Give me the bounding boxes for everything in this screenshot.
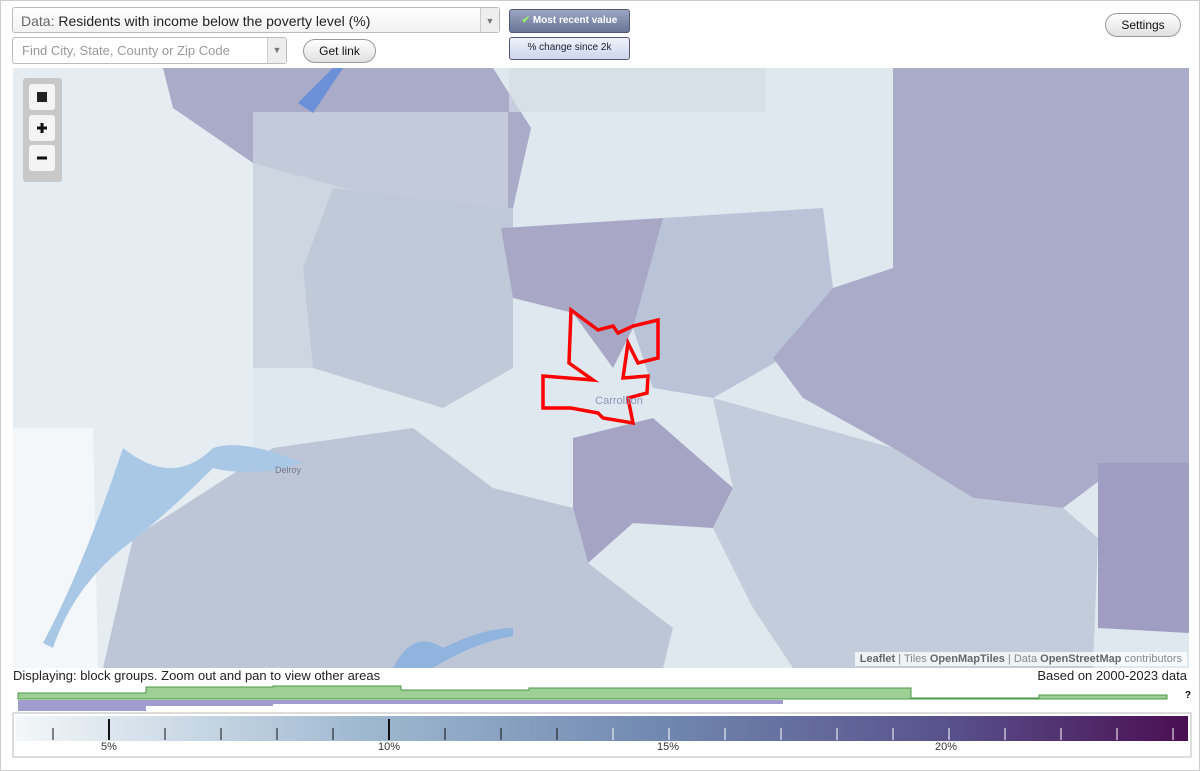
- attribution-text: |: [898, 653, 902, 665]
- fullscreen-icon: [37, 92, 47, 102]
- water: [43, 445, 303, 648]
- legend-gradient: [16, 716, 1188, 741]
- data-value: Residents with income below the poverty …: [58, 13, 371, 29]
- get-link-button[interactable]: Get link: [303, 39, 376, 63]
- help-icon[interactable]: ?: [1185, 690, 1191, 701]
- attribution: Leaflet | Tiles OpenMapTiles | Data Open…: [854, 652, 1187, 666]
- map-region: [509, 68, 765, 112]
- dropdown-arrow: ▼: [267, 38, 286, 63]
- selected-boundary: [541, 306, 660, 426]
- displaying-text: Displaying: block groups. Zoom out and p…: [13, 668, 381, 683]
- attribution-text: |: [1007, 653, 1011, 665]
- map-region: [13, 428, 98, 668]
- legend-ticks: [52, 719, 1174, 740]
- zoom-control: [23, 78, 62, 182]
- attribution-link[interactable]: Leaflet: [859, 653, 896, 665]
- map-region: [573, 418, 733, 563]
- check-icon: ✔: [521, 15, 531, 26]
- map-region: [501, 218, 673, 368]
- legend: ?: [12, 685, 1192, 758]
- map-region: [1098, 463, 1189, 633]
- data-select[interactable]: Data: Residents with income below the po…: [12, 7, 500, 33]
- data-label: Data:: [21, 13, 55, 29]
- attribution-link[interactable]: OpenMapTiles: [929, 653, 1005, 665]
- most-recent-toggle[interactable]: ✔ Most recent value: [509, 9, 630, 33]
- attribution-link[interactable]: OpenStreetMap: [1040, 653, 1122, 665]
- zoom-in-icon: [37, 123, 47, 133]
- based-on-text: Based on 2000-2023 data: [1037, 668, 1187, 683]
- histogram-current: [17, 685, 1168, 700]
- map-region: [103, 428, 673, 668]
- map[interactable]: Carrollton Delroy: [13, 68, 1189, 668]
- water: [393, 628, 513, 668]
- search-input[interactable]: Find City, State, County or Zip Code ▼: [12, 37, 287, 64]
- map-region: [773, 68, 1189, 508]
- place-label: Carrollton: [595, 395, 643, 407]
- map-region: [303, 188, 513, 408]
- search-placeholder: Find City, State, County or Zip Code: [22, 43, 230, 58]
- most-recent-text: Most recent value: [532, 15, 618, 26]
- map-region: [713, 398, 1098, 668]
- histogram-baseline: [18, 700, 783, 711]
- water: [298, 68, 343, 113]
- attribution-text: Tiles: [903, 653, 927, 665]
- settings-button[interactable]: Settings: [1105, 13, 1181, 37]
- legend-tick-label: 10%: [377, 741, 401, 753]
- attribution-text: contributors: [1124, 653, 1182, 665]
- legend-tick-label: 5%: [101, 741, 117, 753]
- dropdown-arrow: ▼: [480, 8, 499, 32]
- legend-tick-label: 15%: [656, 741, 680, 753]
- pct-change-toggle[interactable]: % change since 2k: [509, 37, 630, 60]
- place-label: Delroy: [275, 465, 302, 475]
- attribution-text: Data: [1013, 653, 1038, 665]
- legend-tick-label: 20%: [934, 741, 958, 753]
